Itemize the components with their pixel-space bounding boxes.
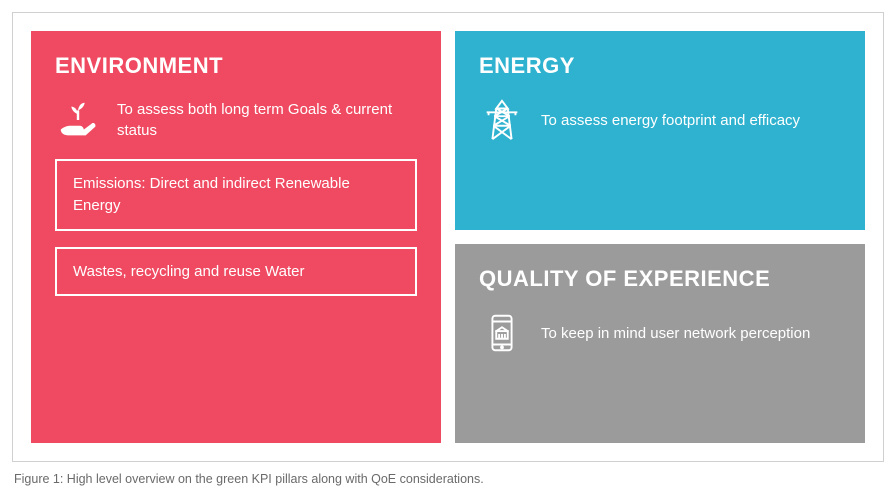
figure-caption: Figure 1: High level overview on the gre… (12, 472, 884, 486)
environment-subbox-2: Wastes, recycling and reuse Water (55, 247, 417, 297)
infographic-frame: ENVIRONMENT To assess both long term Goa… (12, 12, 884, 462)
qoe-title: QUALITY OF EXPERIENCE (479, 266, 841, 292)
power-tower-icon (479, 97, 525, 143)
plant-hand-icon (55, 97, 101, 143)
environment-desc: To assess both long term Goals & current… (117, 99, 417, 141)
left-column: ENVIRONMENT To assess both long term Goa… (31, 31, 441, 443)
phone-building-icon (479, 310, 525, 356)
environment-title: ENVIRONMENT (55, 53, 417, 79)
qoe-row: To keep in mind user network perception (479, 310, 841, 356)
energy-title: ENERGY (479, 53, 841, 79)
qoe-pillar: QUALITY OF EXPERIENCE To kee (455, 244, 865, 443)
energy-desc: To assess energy footprint and efficacy (541, 110, 800, 131)
environment-pillar: ENVIRONMENT To assess both long term Goa… (31, 31, 441, 443)
energy-row: To assess energy footprint and efficacy (479, 97, 841, 143)
environment-row: To assess both long term Goals & current… (55, 97, 417, 143)
environment-subbox-1: Emissions: Direct and indirect Renewable… (55, 159, 417, 231)
energy-pillar: ENERGY To assess energy footprint and ef… (455, 31, 865, 230)
right-column: ENERGY To assess energy footprint and ef… (455, 31, 865, 443)
qoe-desc: To keep in mind user network perception (541, 323, 810, 344)
